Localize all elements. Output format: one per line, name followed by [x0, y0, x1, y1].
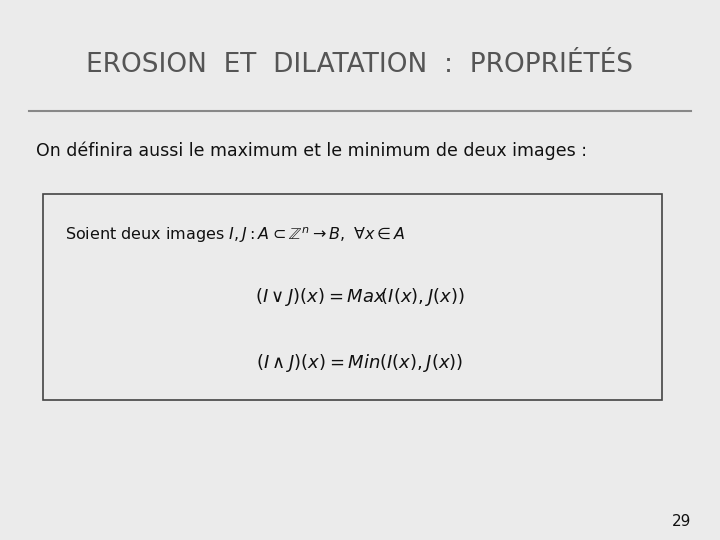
Text: 29: 29: [672, 514, 691, 529]
Text: On définira aussi le maximum et le minimum de deux images :: On définira aussi le maximum et le minim…: [36, 142, 587, 160]
Text: $(I \vee J)(x) = Max\!\left(I(x), J(x)\right)$: $(I \vee J)(x) = Max\!\left(I(x), J(x)\r…: [255, 286, 465, 308]
Text: $(I \wedge J)(x) = Min(I(x), J(x))$: $(I \wedge J)(x) = Min(I(x), J(x))$: [256, 352, 464, 374]
FancyBboxPatch shape: [43, 194, 662, 400]
Text: EROSION  ET  DILATATION  :  PROPRIÉTÉS: EROSION ET DILATATION : PROPRIÉTÉS: [86, 52, 634, 78]
Text: Soient deux images $I, J: A \subset \mathbb{Z}^n \rightarrow B,\ \forall x \in A: Soient deux images $I, J: A \subset \mat…: [65, 225, 405, 245]
